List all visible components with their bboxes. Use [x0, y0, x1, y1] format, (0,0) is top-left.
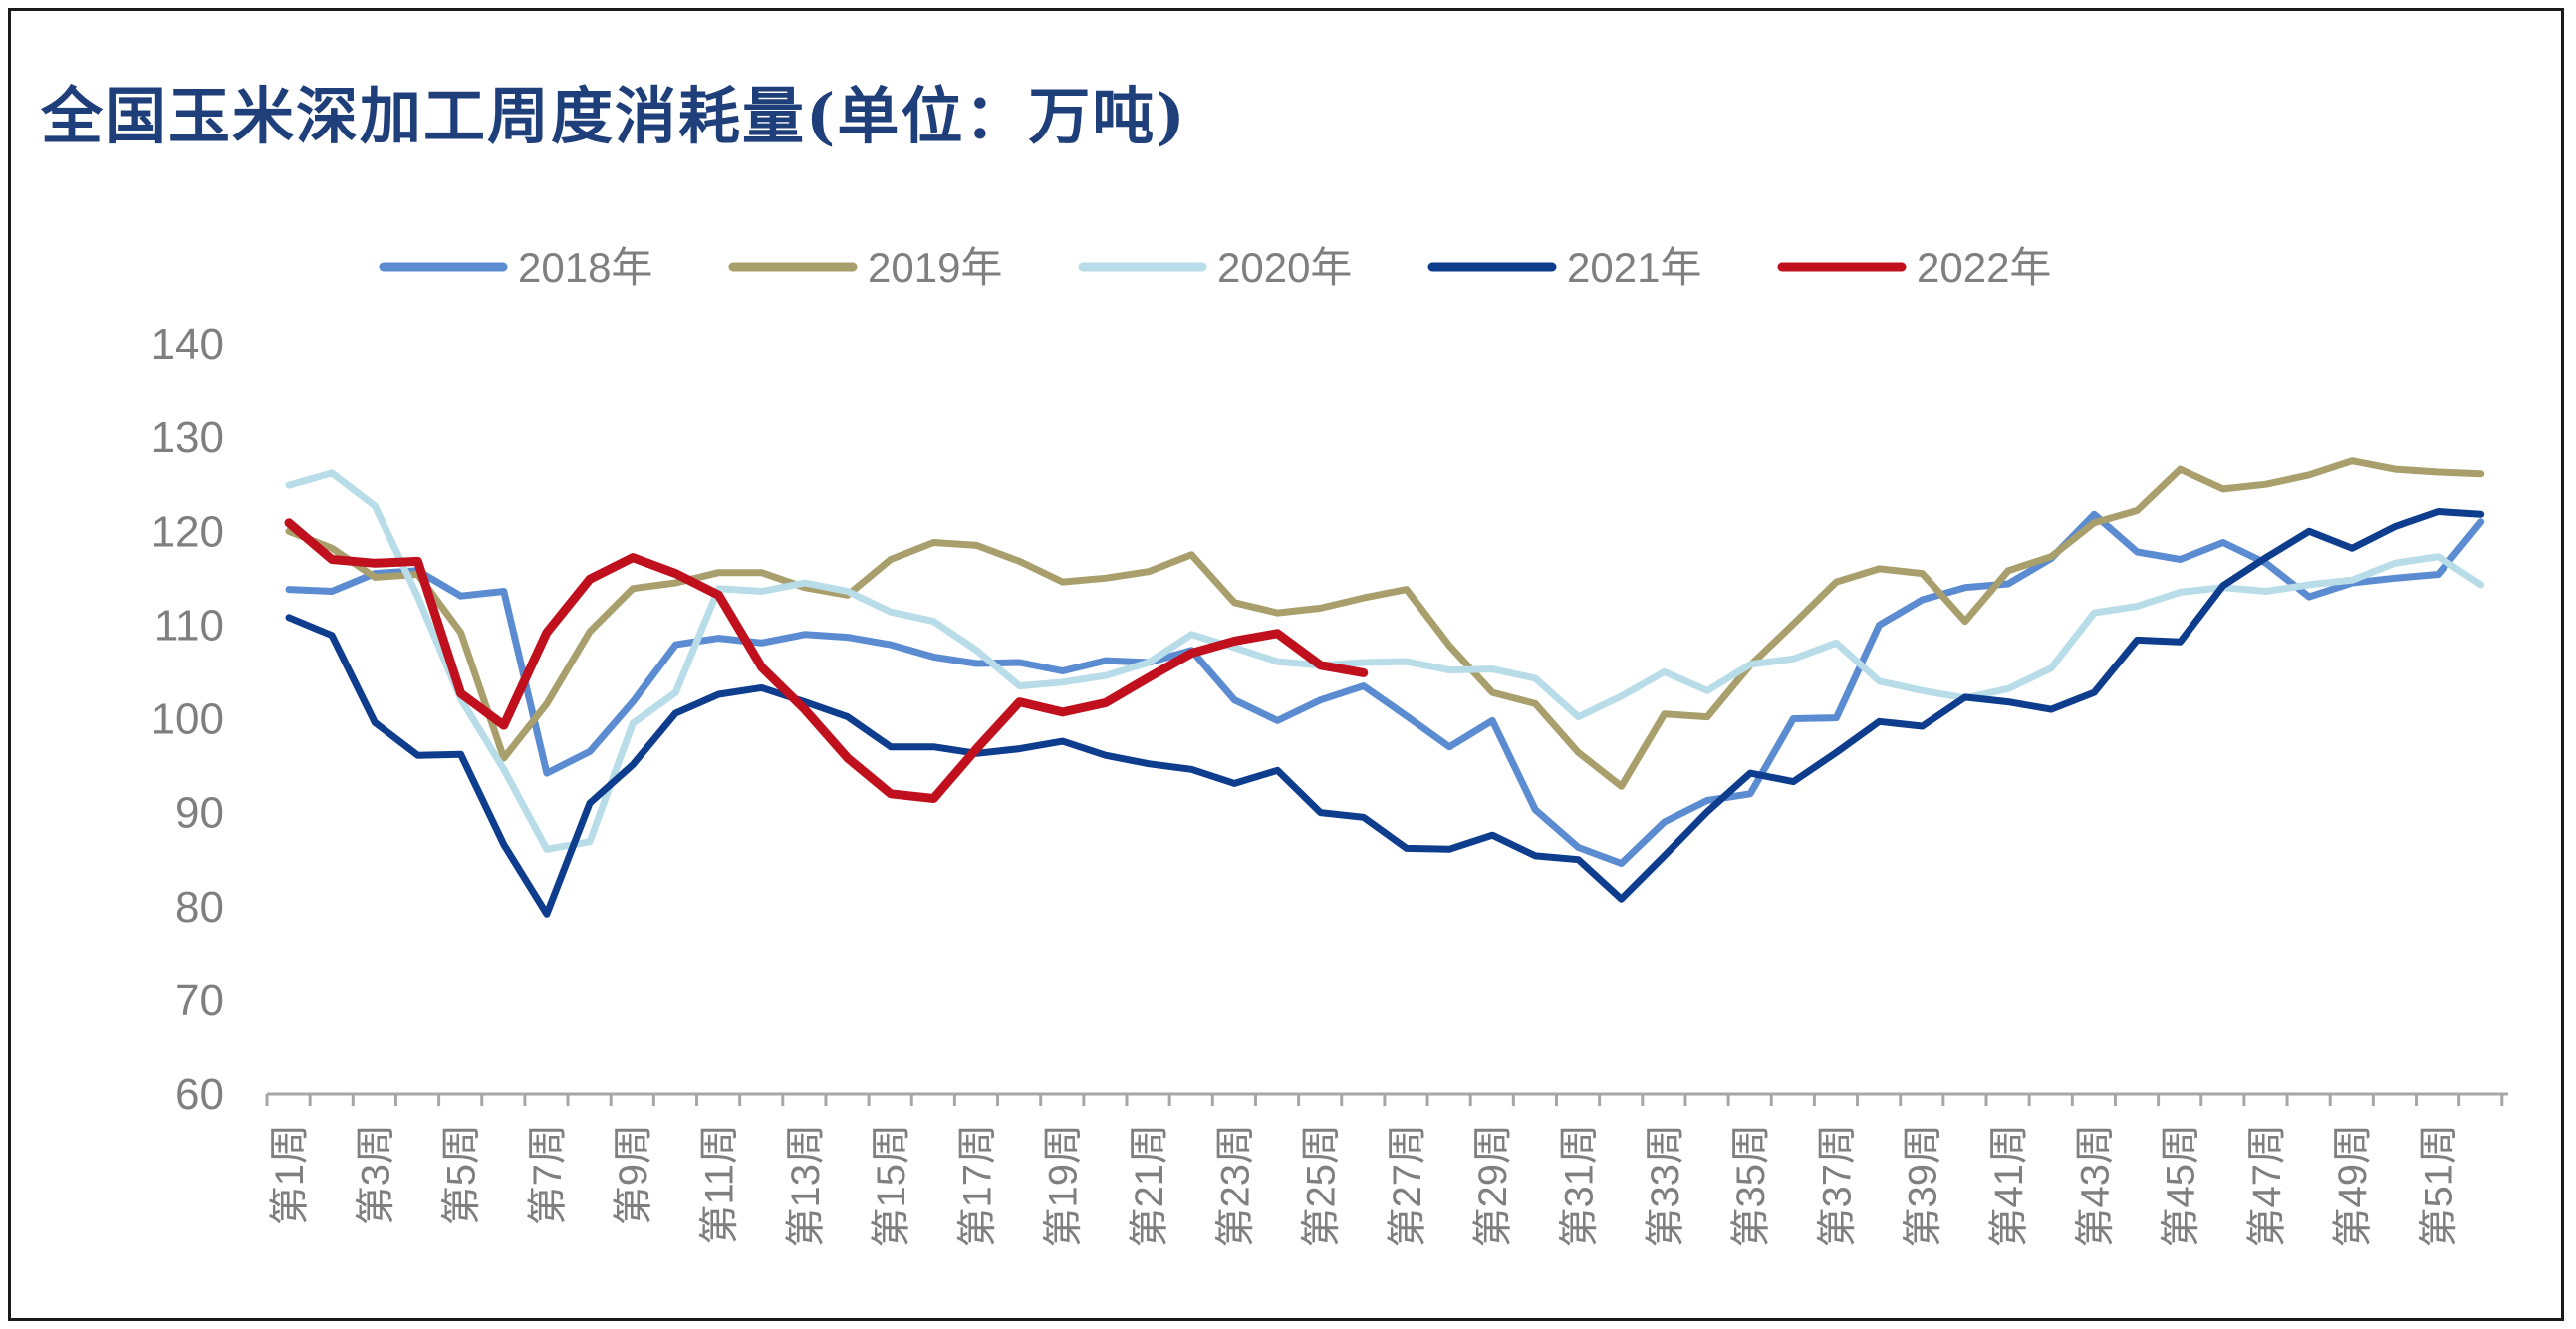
x-tick-label-25: 第25周 [1300, 1124, 1344, 1248]
x-tick-label-35: 第35周 [1729, 1124, 1773, 1248]
series-line-2021 [285, 508, 2485, 918]
legend-label-2022: 2022年 [1917, 244, 2051, 291]
x-axis: 第1周 第3周 第5周 第7周 第9周 第11周 第13周 第15周 第17周 第19周 第21周第… [265, 1092, 2508, 1248]
series-line-2020 [285, 469, 2485, 853]
x-tick-label-21: 第21周 [1128, 1124, 1171, 1248]
x-tick-label-1: 第1周 [268, 1124, 312, 1225]
x-tick-label-29: 第29周 [1471, 1124, 1515, 1248]
x-tick-label-51: 第51周 [2418, 1124, 2461, 1248]
y-tick-label-80: 80 [175, 883, 224, 931]
legend-label-2019: 2019年 [868, 244, 1002, 291]
x-tick-label-37: 第37周 [1815, 1124, 1859, 1248]
x-tick-label-9: 第9周 [612, 1124, 655, 1225]
x-tick-label-13: 第13周 [784, 1124, 828, 1248]
x-tick-label-3: 第3周 [354, 1124, 397, 1225]
x-tick-label-7: 第7周 [526, 1124, 570, 1225]
legend: 2018年 2019年 2020年 2021年 2022年 [379, 244, 2051, 291]
y-tick-label-100: 100 [151, 695, 224, 744]
x-tick-label-5: 第5周 [440, 1124, 484, 1225]
x-tick-label-15: 第15周 [870, 1124, 913, 1248]
chart-title: 全国玉米深加工周度消耗量(单位：万吨) [41, 80, 1187, 152]
y-tick-label-120: 120 [151, 507, 224, 556]
series-line-2022 [284, 518, 1369, 803]
legend-label-2020: 2020年 [1217, 244, 1352, 291]
legend-label-2021: 2021年 [1567, 244, 1701, 291]
y-tick-label-130: 130 [151, 413, 224, 462]
x-tick-label-41: 第41周 [1987, 1124, 2031, 1248]
y-tick-label-140: 140 [151, 320, 224, 369]
y-tick-label-90: 90 [175, 789, 224, 838]
x-tick-label-39: 第39周 [1902, 1124, 1945, 1248]
series-line-2018 [285, 510, 2485, 867]
x-tick-label-33: 第33周 [1644, 1124, 1687, 1248]
x-tick-label-11: 第11周 [698, 1124, 742, 1245]
series-lines [284, 457, 2485, 918]
y-axis: 60 70 80 90 100 110 120 130 140 [151, 320, 224, 1119]
x-tick-label-31: 第31周 [1558, 1124, 1602, 1248]
y-tick-label-60: 60 [175, 1070, 224, 1119]
x-tick-label-49: 第49周 [2331, 1124, 2375, 1248]
x-tick-label-17: 第17周 [955, 1124, 999, 1248]
x-tick-label-19: 第19周 [1042, 1124, 1086, 1248]
x-tick-label-47: 第47周 [2245, 1124, 2289, 1248]
x-tick-label-27: 第27周 [1386, 1124, 1429, 1248]
y-tick-label-110: 110 [154, 601, 224, 650]
x-tick-label-45: 第45周 [2160, 1124, 2203, 1248]
series-line-2019 [285, 457, 2485, 790]
y-tick-label-70: 70 [175, 976, 224, 1025]
legend-label-2018: 2018年 [518, 244, 652, 291]
x-tick-label-43: 第43周 [2073, 1124, 2117, 1248]
x-tick-label-23: 第23周 [1213, 1124, 1257, 1248]
